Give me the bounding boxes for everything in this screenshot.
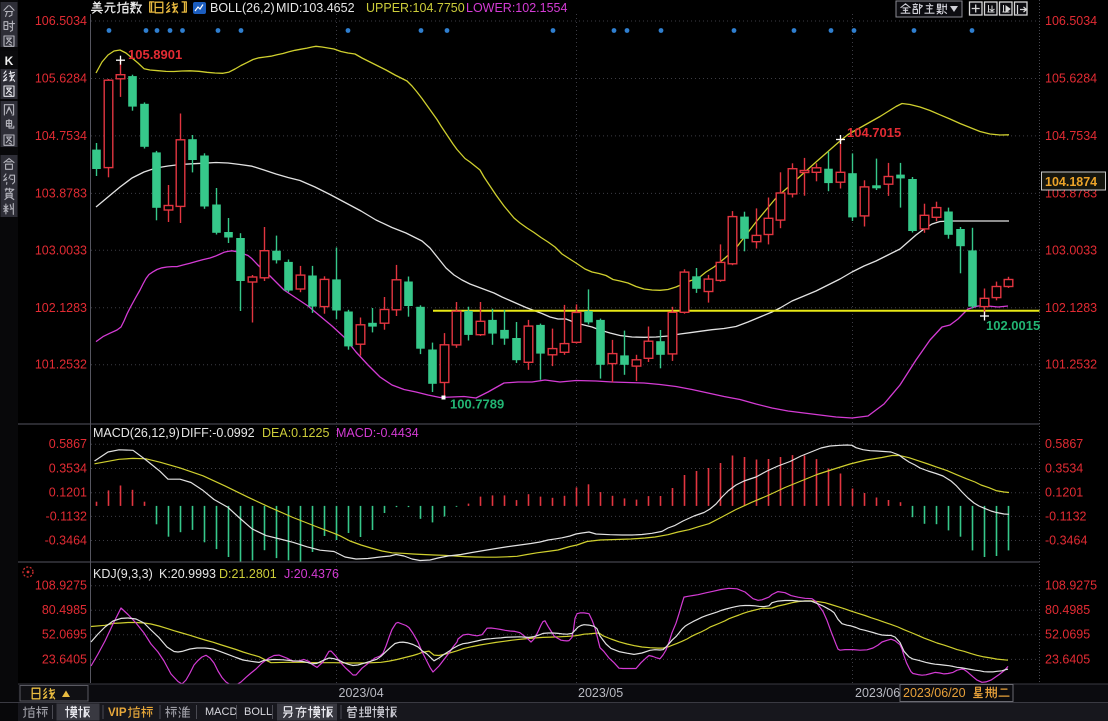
svg-text:2023/06/20: 2023/06/20 (903, 686, 966, 700)
svg-text:2023/05: 2023/05 (578, 686, 623, 700)
svg-text:-0.1132: -0.1132 (46, 509, 88, 523)
svg-text:102.1283: 102.1283 (35, 301, 87, 315)
svg-text:0.5867: 0.5867 (1045, 437, 1083, 451)
svg-text:23.6405: 23.6405 (42, 652, 87, 666)
svg-text:104.1874: 104.1874 (1045, 175, 1097, 189)
svg-text:MACD(26,12,9): MACD(26,12,9) (93, 426, 180, 440)
svg-text:108.9275: 108.9275 (1045, 579, 1097, 593)
svg-text:106.5034: 106.5034 (35, 14, 87, 28)
svg-text:108.9275: 108.9275 (35, 579, 87, 593)
svg-text:101.2532: 101.2532 (35, 358, 87, 372)
svg-text:MACD: MACD (205, 706, 237, 718)
svg-text:K: K (5, 54, 14, 68)
svg-text:104.7534: 104.7534 (1045, 129, 1097, 143)
svg-text:103.0033: 103.0033 (1045, 243, 1097, 257)
svg-text:K:20.9993: K:20.9993 (159, 567, 216, 581)
svg-text:104.7534: 104.7534 (35, 129, 87, 143)
svg-text:0.1201: 0.1201 (1045, 486, 1083, 500)
svg-text:80.4985: 80.4985 (1045, 603, 1090, 617)
svg-text:23.6405: 23.6405 (1045, 652, 1090, 666)
svg-text:2023/06: 2023/06 (855, 686, 900, 700)
svg-text:106.5034: 106.5034 (1045, 14, 1097, 28)
svg-text:0.3534: 0.3534 (49, 462, 87, 476)
svg-text:-0.1132: -0.1132 (1045, 509, 1087, 523)
svg-text:D:21.2801: D:21.2801 (219, 567, 277, 581)
svg-text:105.8901: 105.8901 (128, 47, 182, 62)
svg-text:VIP: VIP (108, 707, 127, 719)
svg-text:52.0695: 52.0695 (1045, 628, 1090, 642)
svg-text:105.6284: 105.6284 (1045, 72, 1097, 86)
svg-text:LOWER:102.1554: LOWER:102.1554 (466, 1, 567, 15)
svg-text:80.4985: 80.4985 (42, 603, 87, 617)
svg-text:52.0695: 52.0695 (42, 628, 87, 642)
svg-text:BOLL: BOLL (244, 706, 272, 718)
svg-text:MID:103.4652: MID:103.4652 (276, 1, 355, 15)
svg-text:DEA:0.1225: DEA:0.1225 (262, 426, 329, 440)
svg-text:2023/04: 2023/04 (339, 686, 384, 700)
svg-text:103.8783: 103.8783 (35, 186, 87, 200)
svg-text:0.5867: 0.5867 (49, 437, 87, 451)
svg-text:102.0015: 102.0015 (986, 318, 1040, 333)
svg-text:DIFF:-0.0992: DIFF:-0.0992 (181, 426, 255, 440)
svg-text:0.3534: 0.3534 (1045, 462, 1083, 476)
svg-text:UPPER:104.7750: UPPER:104.7750 (366, 1, 465, 15)
svg-text:101.2532: 101.2532 (1045, 358, 1097, 372)
svg-text:-0.3464: -0.3464 (45, 534, 87, 548)
svg-text:0.1201: 0.1201 (49, 486, 87, 500)
svg-text:MACD:-0.4434: MACD:-0.4434 (336, 426, 419, 440)
svg-text:105.6284: 105.6284 (35, 72, 87, 86)
svg-text:BOLL(26,2): BOLL(26,2) (210, 1, 275, 15)
svg-text:104.7015: 104.7015 (847, 125, 901, 140)
svg-text:J:20.4376: J:20.4376 (284, 567, 339, 581)
svg-text:-0.3464: -0.3464 (1045, 534, 1087, 548)
svg-text:103.0033: 103.0033 (35, 243, 87, 257)
svg-text:102.1283: 102.1283 (1045, 301, 1097, 315)
svg-text:100.7789: 100.7789 (450, 397, 504, 412)
svg-text:KDJ(9,3,3): KDJ(9,3,3) (93, 567, 153, 581)
